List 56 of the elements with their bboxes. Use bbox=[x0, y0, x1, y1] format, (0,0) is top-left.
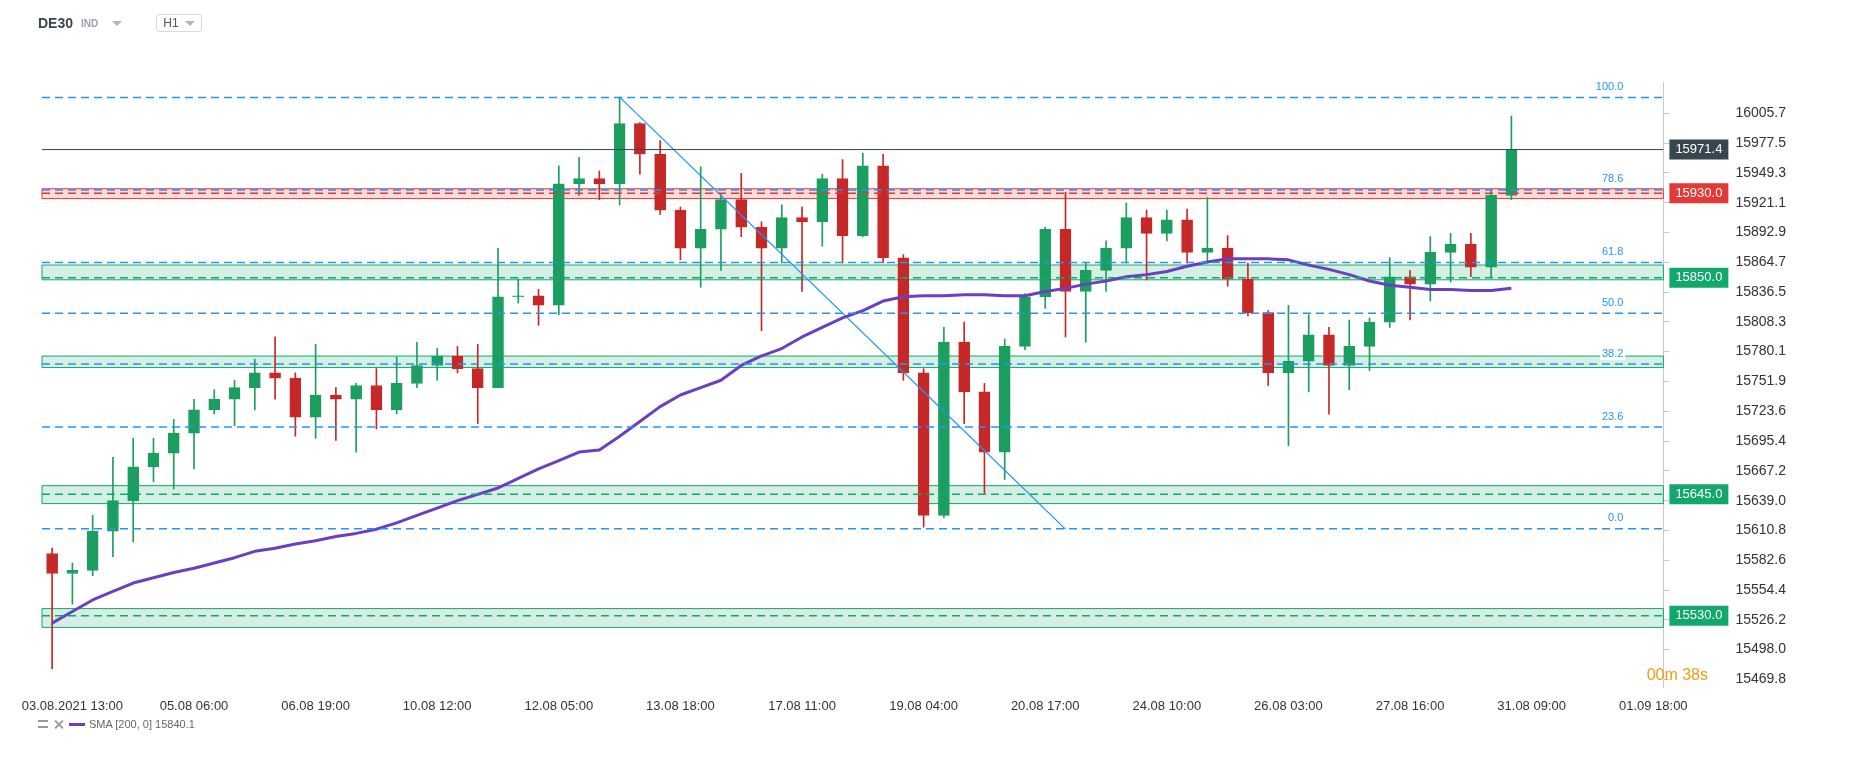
y-tick-label: 15977.5 bbox=[1735, 133, 1787, 150]
candlestick bbox=[46, 547, 58, 669]
x-tick-label: 24.08 10:00 bbox=[1132, 697, 1202, 713]
ref-line-label: 15930.0 bbox=[1675, 184, 1723, 200]
x-tick-label: 27.08 16:00 bbox=[1375, 697, 1445, 713]
x-tick-label: 03.08.2021 13:00 bbox=[21, 697, 124, 713]
ref-line-label: 15530.0 bbox=[1675, 607, 1723, 623]
candlestick bbox=[350, 383, 362, 453]
annotation: 61.8 bbox=[1601, 244, 1624, 257]
x-tick-label: 13.08 18:00 bbox=[646, 697, 715, 713]
y-tick-label: 15526.2 bbox=[1735, 610, 1787, 627]
x-tick-label: 10.08 12:00 bbox=[402, 697, 472, 713]
x-tick-label: 05.08 06:00 bbox=[159, 697, 229, 713]
annotation: 78.6 bbox=[1601, 172, 1624, 185]
y-tick-label: 15610.8 bbox=[1735, 521, 1787, 538]
candlestick bbox=[330, 387, 342, 441]
chart-subtitle: IND bbox=[81, 17, 99, 29]
y-tick-label: 15751.9 bbox=[1735, 372, 1787, 389]
y-tick-label: 15949.3 bbox=[1735, 163, 1787, 180]
annotation: 50.0 bbox=[1601, 295, 1624, 308]
x-tick-label: 06.08 19:00 bbox=[281, 697, 350, 713]
y-tick-label: 15892.9 bbox=[1735, 223, 1787, 240]
annotation: 100.0 bbox=[1595, 80, 1624, 93]
y-tick-label: 15836.5 bbox=[1735, 282, 1787, 299]
x-tick-label: 20.08 17:00 bbox=[1010, 697, 1080, 713]
ref-line-label: 15850.0 bbox=[1675, 269, 1723, 285]
y-tick-label: 15582.6 bbox=[1735, 551, 1787, 568]
x-tick-label: 19.08 04:00 bbox=[889, 697, 958, 713]
y-tick-label: 15639.0 bbox=[1735, 491, 1787, 508]
y-tick-label: 15667.2 bbox=[1735, 461, 1787, 478]
y-tick-label: 15469.8 bbox=[1735, 670, 1787, 687]
ref-line-label: 15971.4 bbox=[1675, 141, 1723, 157]
y-tick-label: 15808.3 bbox=[1735, 312, 1787, 329]
text: H1 bbox=[163, 16, 179, 30]
ref-line-label: 15645.0 bbox=[1675, 485, 1723, 501]
annotation: 38.2 bbox=[1601, 346, 1624, 359]
chart-title: DE30 bbox=[38, 15, 74, 31]
x-tick-label: 31.08 09:00 bbox=[1497, 697, 1566, 713]
annotation: 00m 38s bbox=[1646, 666, 1708, 684]
candlestick bbox=[796, 206, 808, 292]
y-tick-label: 15498.0 bbox=[1735, 640, 1787, 657]
x-tick-label: 17.08 11:00 bbox=[768, 697, 836, 713]
x-tick-label: 26.08 03:00 bbox=[1254, 697, 1323, 713]
y-tick-label: 15864.7 bbox=[1735, 253, 1787, 270]
legend-label: SMA [200, 0] 15840.1 bbox=[89, 718, 195, 730]
y-tick-label: 15921.1 bbox=[1735, 193, 1787, 210]
y-tick-label: 15780.1 bbox=[1735, 342, 1787, 359]
x-tick-label: 12.08 05:00 bbox=[524, 697, 594, 713]
candlestick bbox=[573, 157, 585, 196]
annotation: 23.6 bbox=[1601, 409, 1624, 422]
y-tick-label: 15723.6 bbox=[1735, 402, 1787, 419]
y-tick-label: 15554.4 bbox=[1735, 580, 1787, 597]
x-tick-label: 01.09 18:00 bbox=[1618, 697, 1688, 713]
y-tick-label: 16005.7 bbox=[1735, 104, 1787, 121]
annotation: 0.0 bbox=[1608, 511, 1624, 524]
y-tick-label: 15695.4 bbox=[1735, 431, 1787, 448]
